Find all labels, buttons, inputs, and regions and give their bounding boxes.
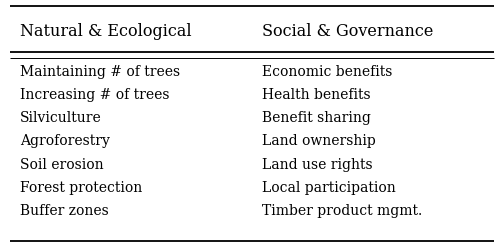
Text: Land use rights: Land use rights — [262, 158, 372, 172]
Text: Land ownership: Land ownership — [262, 134, 376, 148]
Text: Buffer zones: Buffer zones — [20, 204, 109, 218]
Text: Local participation: Local participation — [262, 181, 396, 195]
Text: Soil erosion: Soil erosion — [20, 158, 104, 172]
Text: Benefit sharing: Benefit sharing — [262, 111, 371, 125]
Text: Silviculture: Silviculture — [20, 111, 102, 125]
Text: Social & Governance: Social & Governance — [262, 23, 433, 40]
Text: Health benefits: Health benefits — [262, 88, 371, 102]
Text: Economic benefits: Economic benefits — [262, 65, 393, 79]
Text: Timber product mgmt.: Timber product mgmt. — [262, 204, 422, 218]
Text: Increasing # of trees: Increasing # of trees — [20, 88, 170, 102]
Text: Natural & Ecological: Natural & Ecological — [20, 23, 192, 40]
Text: Maintaining # of trees: Maintaining # of trees — [20, 65, 180, 79]
Text: Forest protection: Forest protection — [20, 181, 143, 195]
Text: Agroforestry: Agroforestry — [20, 134, 110, 148]
